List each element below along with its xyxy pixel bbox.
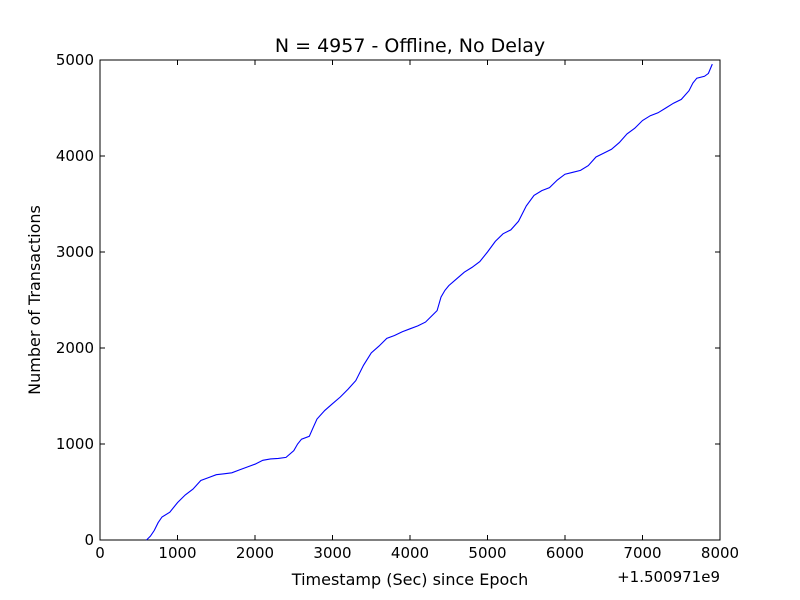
y-axis-label: Number of Transactions (25, 205, 44, 395)
y-tick-label: 5000 (56, 51, 94, 69)
x-tick-label: 4000 (391, 544, 429, 562)
x-tick-label: 2000 (236, 544, 274, 562)
y-tick-label: 0 (84, 531, 94, 549)
y-tick-label: 3000 (56, 243, 94, 261)
x-tick-label: 1000 (158, 544, 196, 562)
x-tick-label: 6000 (546, 544, 584, 562)
y-tick-label: 1000 (56, 435, 94, 453)
y-tick-label: 4000 (56, 147, 94, 165)
plot-area (99, 59, 721, 541)
y-tick-label: 2000 (56, 339, 94, 357)
x-tick-label: 3000 (313, 544, 351, 562)
series-line (146, 63, 713, 541)
x-tick-label: 5000 (468, 544, 506, 562)
x-tick-label: 8000 (701, 544, 739, 562)
x-offset-label: +1.500971e9 (617, 568, 720, 586)
x-tick-label: 7000 (623, 544, 661, 562)
chart-title: N = 4957 - Offline, No Delay (275, 35, 545, 57)
plot-frame (99, 59, 721, 541)
x-axis-ticks: 0 1000 2000 3000 4000 5000 6000 7000 8000 (95, 60, 739, 562)
y-axis-ticks: 0 1000 2000 3000 4000 5000 (56, 51, 720, 549)
x-tick-label: 0 (95, 544, 105, 562)
x-axis-label: Timestamp (Sec) since Epoch (291, 570, 528, 589)
